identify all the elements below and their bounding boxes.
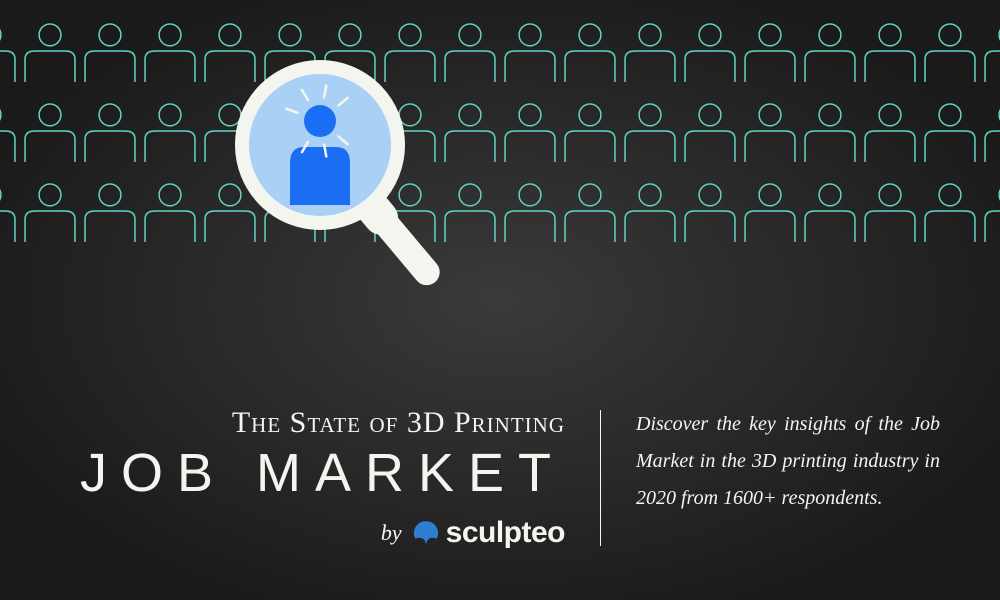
person-outline-icon <box>0 20 16 82</box>
people-row <box>0 100 1000 162</box>
person-outline-icon <box>924 180 976 242</box>
person-outline-icon <box>864 20 916 82</box>
person-outline-icon <box>984 100 1000 162</box>
description-text: Discover the key insights of the Job Mar… <box>601 406 940 550</box>
person-outline-icon <box>864 180 916 242</box>
brand: sculpteo <box>412 516 565 550</box>
text-section: The State of 3D Printing JOB MARKET by s… <box>0 406 1000 550</box>
person-outline-icon <box>864 100 916 162</box>
person-outline-icon <box>144 20 196 82</box>
person-outline-icon <box>0 100 16 162</box>
person-outline-icon <box>684 180 736 242</box>
person-outline-icon <box>84 180 136 242</box>
person-outline-icon <box>564 180 616 242</box>
person-outline-icon <box>624 20 676 82</box>
brand-logo-icon <box>412 519 440 547</box>
person-outline-icon <box>564 20 616 82</box>
person-outline-icon <box>744 20 796 82</box>
by-label: by <box>381 520 402 546</box>
person-outline-icon <box>744 180 796 242</box>
person-outline-icon <box>804 100 856 162</box>
byline: by sculpteo <box>60 516 565 550</box>
person-outline-icon <box>84 100 136 162</box>
person-outline-icon <box>144 100 196 162</box>
magnifying-glass <box>210 45 470 330</box>
person-outline-icon <box>24 100 76 162</box>
title-line-1: The State of 3D Printing <box>60 406 565 440</box>
person-outline-icon <box>564 100 616 162</box>
person-outline-icon <box>624 100 676 162</box>
person-outline-icon <box>924 100 976 162</box>
person-outline-icon <box>804 20 856 82</box>
person-outline-icon <box>624 180 676 242</box>
people-grid <box>0 20 1000 242</box>
person-outline-icon <box>804 180 856 242</box>
person-outline-icon <box>504 20 556 82</box>
person-outline-icon <box>144 180 196 242</box>
person-outline-icon <box>984 20 1000 82</box>
person-outline-icon <box>504 100 556 162</box>
person-outline-icon <box>924 20 976 82</box>
person-outline-icon <box>0 180 16 242</box>
person-outline-icon <box>504 180 556 242</box>
person-outline-icon <box>744 100 796 162</box>
title-line-2: JOB MARKET <box>60 442 565 504</box>
person-outline-icon <box>684 20 736 82</box>
brand-name: sculpteo <box>446 516 565 550</box>
title-block: The State of 3D Printing JOB MARKET by s… <box>60 406 600 550</box>
person-outline-icon <box>984 180 1000 242</box>
person-outline-icon <box>684 100 736 162</box>
person-outline-icon <box>24 180 76 242</box>
people-row <box>0 20 1000 82</box>
person-outline-icon <box>84 20 136 82</box>
people-row <box>0 180 1000 242</box>
person-outline-icon <box>24 20 76 82</box>
